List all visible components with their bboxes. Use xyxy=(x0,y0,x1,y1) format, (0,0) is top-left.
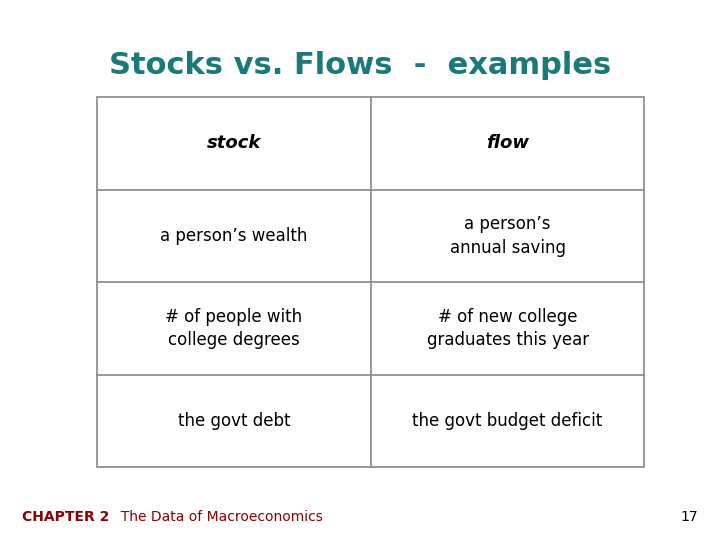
Text: the govt debt: the govt debt xyxy=(178,412,290,430)
Text: # of new college
graduates this year: # of new college graduates this year xyxy=(426,308,589,349)
Text: the govt budget deficit: the govt budget deficit xyxy=(413,412,603,430)
Text: a person’s wealth: a person’s wealth xyxy=(161,227,307,245)
Text: # of people with
college degrees: # of people with college degrees xyxy=(166,308,302,349)
Text: The Data of Macroeconomics: The Data of Macroeconomics xyxy=(112,510,323,524)
Text: 17: 17 xyxy=(681,510,698,524)
Text: Stocks vs. Flows  -  examples: Stocks vs. Flows - examples xyxy=(109,51,611,80)
Bar xyxy=(97,97,644,467)
Text: flow: flow xyxy=(486,134,529,152)
Text: CHAPTER 2: CHAPTER 2 xyxy=(22,510,109,524)
Text: a person’s
annual saving: a person’s annual saving xyxy=(449,215,566,256)
Text: stock: stock xyxy=(207,134,261,152)
